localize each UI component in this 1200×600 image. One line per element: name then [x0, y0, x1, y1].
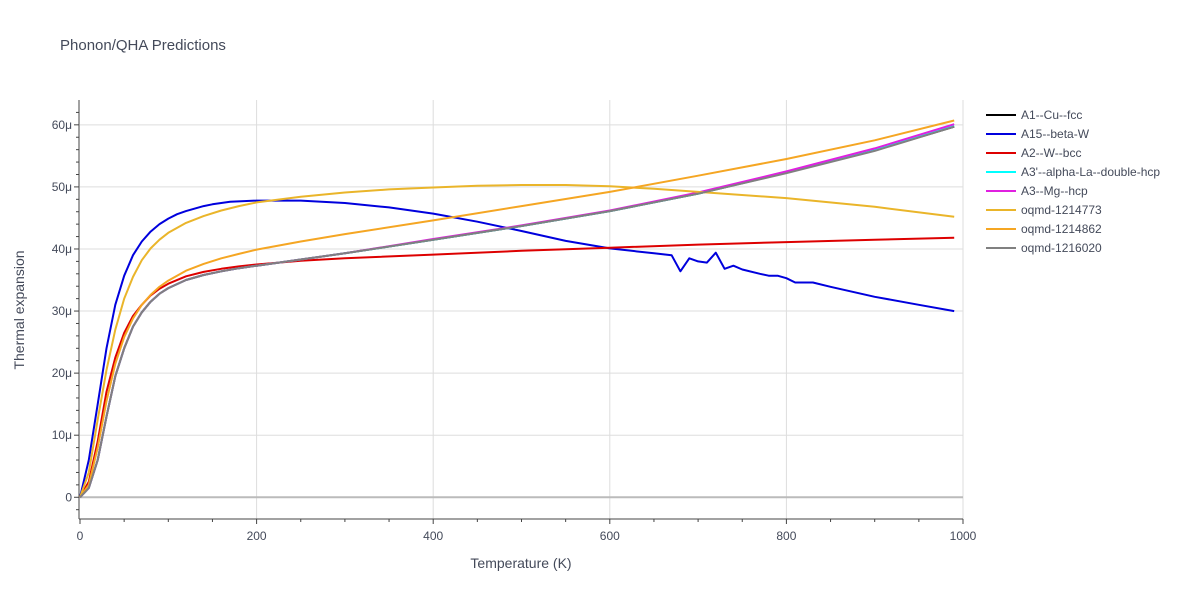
- legend-item-7[interactable]: oqmd-1216020: [986, 241, 1102, 255]
- y-tick-label-6: 60μ: [52, 118, 72, 132]
- axes-layer: [74, 100, 964, 524]
- ticks-layer: 0 200 400 600 800 1000 0 10μ 20μ 30μ 40μ 50μ 60μ: [52, 118, 977, 543]
- legend-label-2: A2--W--bcc: [1021, 146, 1081, 160]
- series-line-oqmd-1214862: [79, 119, 955, 498]
- x-tick-label-5: 1000: [950, 529, 977, 543]
- y-tick-label-5: 50μ: [52, 180, 72, 194]
- series-layer: [79, 119, 955, 498]
- series-line-A3'--alpha-La--double-hcp: [79, 125, 955, 498]
- grid-layer: [80, 100, 964, 519]
- series-line-A2--W--bcc: [79, 236, 955, 498]
- legend-item-6[interactable]: oqmd-1214862: [986, 222, 1102, 236]
- legend-label-7: oqmd-1216020: [1021, 241, 1102, 255]
- legend-label-1: A15--beta-W: [1021, 127, 1090, 141]
- legend-item-4[interactable]: A3--Mg--hcp: [986, 184, 1088, 198]
- legend-item-1[interactable]: A15--beta-W: [986, 127, 1090, 141]
- series-line-A15--beta-W: [79, 199, 955, 498]
- x-tick-label-2: 400: [423, 529, 443, 543]
- x-axis-label: Temperature (K): [470, 555, 571, 571]
- chart-title: Phonon/QHA Predictions: [60, 37, 226, 54]
- legend-label-5: oqmd-1214773: [1021, 203, 1102, 217]
- legend-item-2[interactable]: A2--W--bcc: [986, 146, 1081, 160]
- legend-label-6: oqmd-1214862: [1021, 222, 1102, 236]
- y-tick-label-3: 30μ: [52, 304, 72, 318]
- legend-label-0: A1--Cu--fcc: [1021, 108, 1082, 122]
- x-tick-label-3: 600: [600, 529, 620, 543]
- y-tick-label-4: 40μ: [52, 242, 72, 256]
- series-line-oqmd-1214773: [79, 184, 955, 498]
- y-axis-label: Thermal expansion: [11, 250, 27, 369]
- series-line-oqmd-1216020: [79, 125, 955, 498]
- y-tick-label-2: 20μ: [52, 366, 72, 380]
- legend-item-3[interactable]: A3'--alpha-La--double-hcp: [986, 165, 1160, 179]
- legend-label-3: A3'--alpha-La--double-hcp: [1021, 165, 1160, 179]
- legend-label-4: A3--Mg--hcp: [1021, 184, 1088, 198]
- series-line-A1--Cu--fcc: [79, 125, 955, 498]
- x-tick-label-4: 800: [776, 529, 796, 543]
- x-tick-label-1: 200: [247, 529, 267, 543]
- y-tick-label-0: 0: [65, 490, 72, 504]
- x-tick-label-0: 0: [77, 529, 84, 543]
- y-tick-label-1: 10μ: [52, 428, 72, 442]
- legend: A1--Cu--fcc A15--beta-W A2--W--bcc A3'--alp…: [986, 108, 1160, 255]
- legend-item-0[interactable]: A1--Cu--fcc: [986, 108, 1082, 122]
- legend-item-5[interactable]: oqmd-1214773: [986, 203, 1102, 217]
